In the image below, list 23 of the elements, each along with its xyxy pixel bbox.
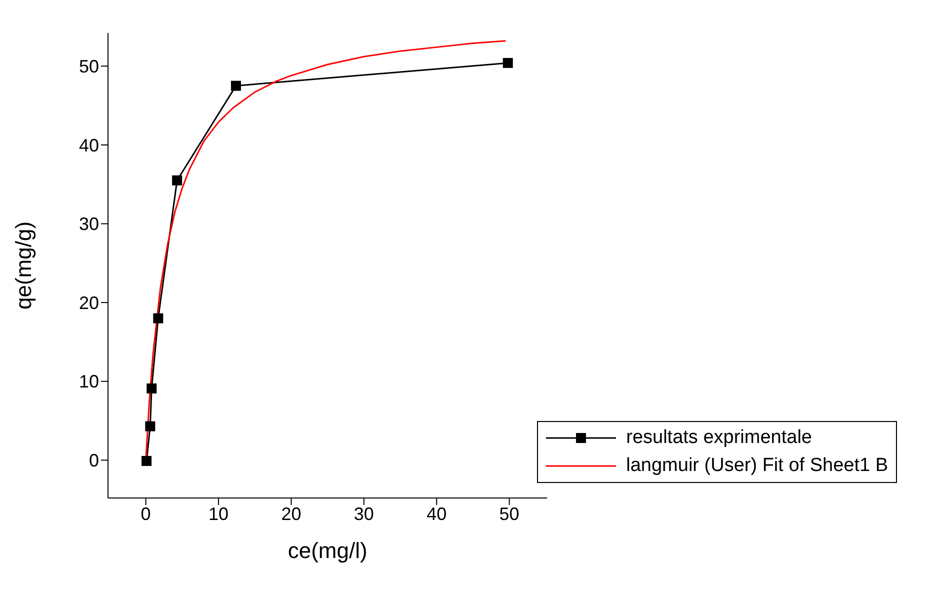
y-axis-title: qe(mg/g) xyxy=(10,221,36,310)
y-tick-label: 20 xyxy=(78,292,99,313)
point xyxy=(146,383,157,394)
point xyxy=(230,80,241,91)
x-tick-label: 0 xyxy=(140,504,151,524)
y-tick-label: 30 xyxy=(78,214,99,234)
point xyxy=(172,175,182,186)
y-tick-label: 40 xyxy=(78,135,99,156)
point xyxy=(153,313,164,324)
legend-label: langmuir (User) Fit of Sheet1 B xyxy=(626,454,888,478)
y-tick-label: 10 xyxy=(78,372,99,392)
x-tick-label: 30 xyxy=(354,504,374,524)
x-axis-title: ce(mg/l) xyxy=(288,538,368,563)
x-tick-label: 40 xyxy=(426,504,447,524)
point xyxy=(502,58,513,68)
x-tick-label: 10 xyxy=(208,504,229,524)
legend-label: resultats exprimentale xyxy=(626,426,812,450)
x-tick-label: 50 xyxy=(499,504,520,524)
x-tick-label: 20 xyxy=(281,504,302,524)
point xyxy=(142,456,152,466)
y-tick-label: 50 xyxy=(78,56,99,76)
y-tick-label: 0 xyxy=(88,450,99,471)
point xyxy=(145,421,156,432)
